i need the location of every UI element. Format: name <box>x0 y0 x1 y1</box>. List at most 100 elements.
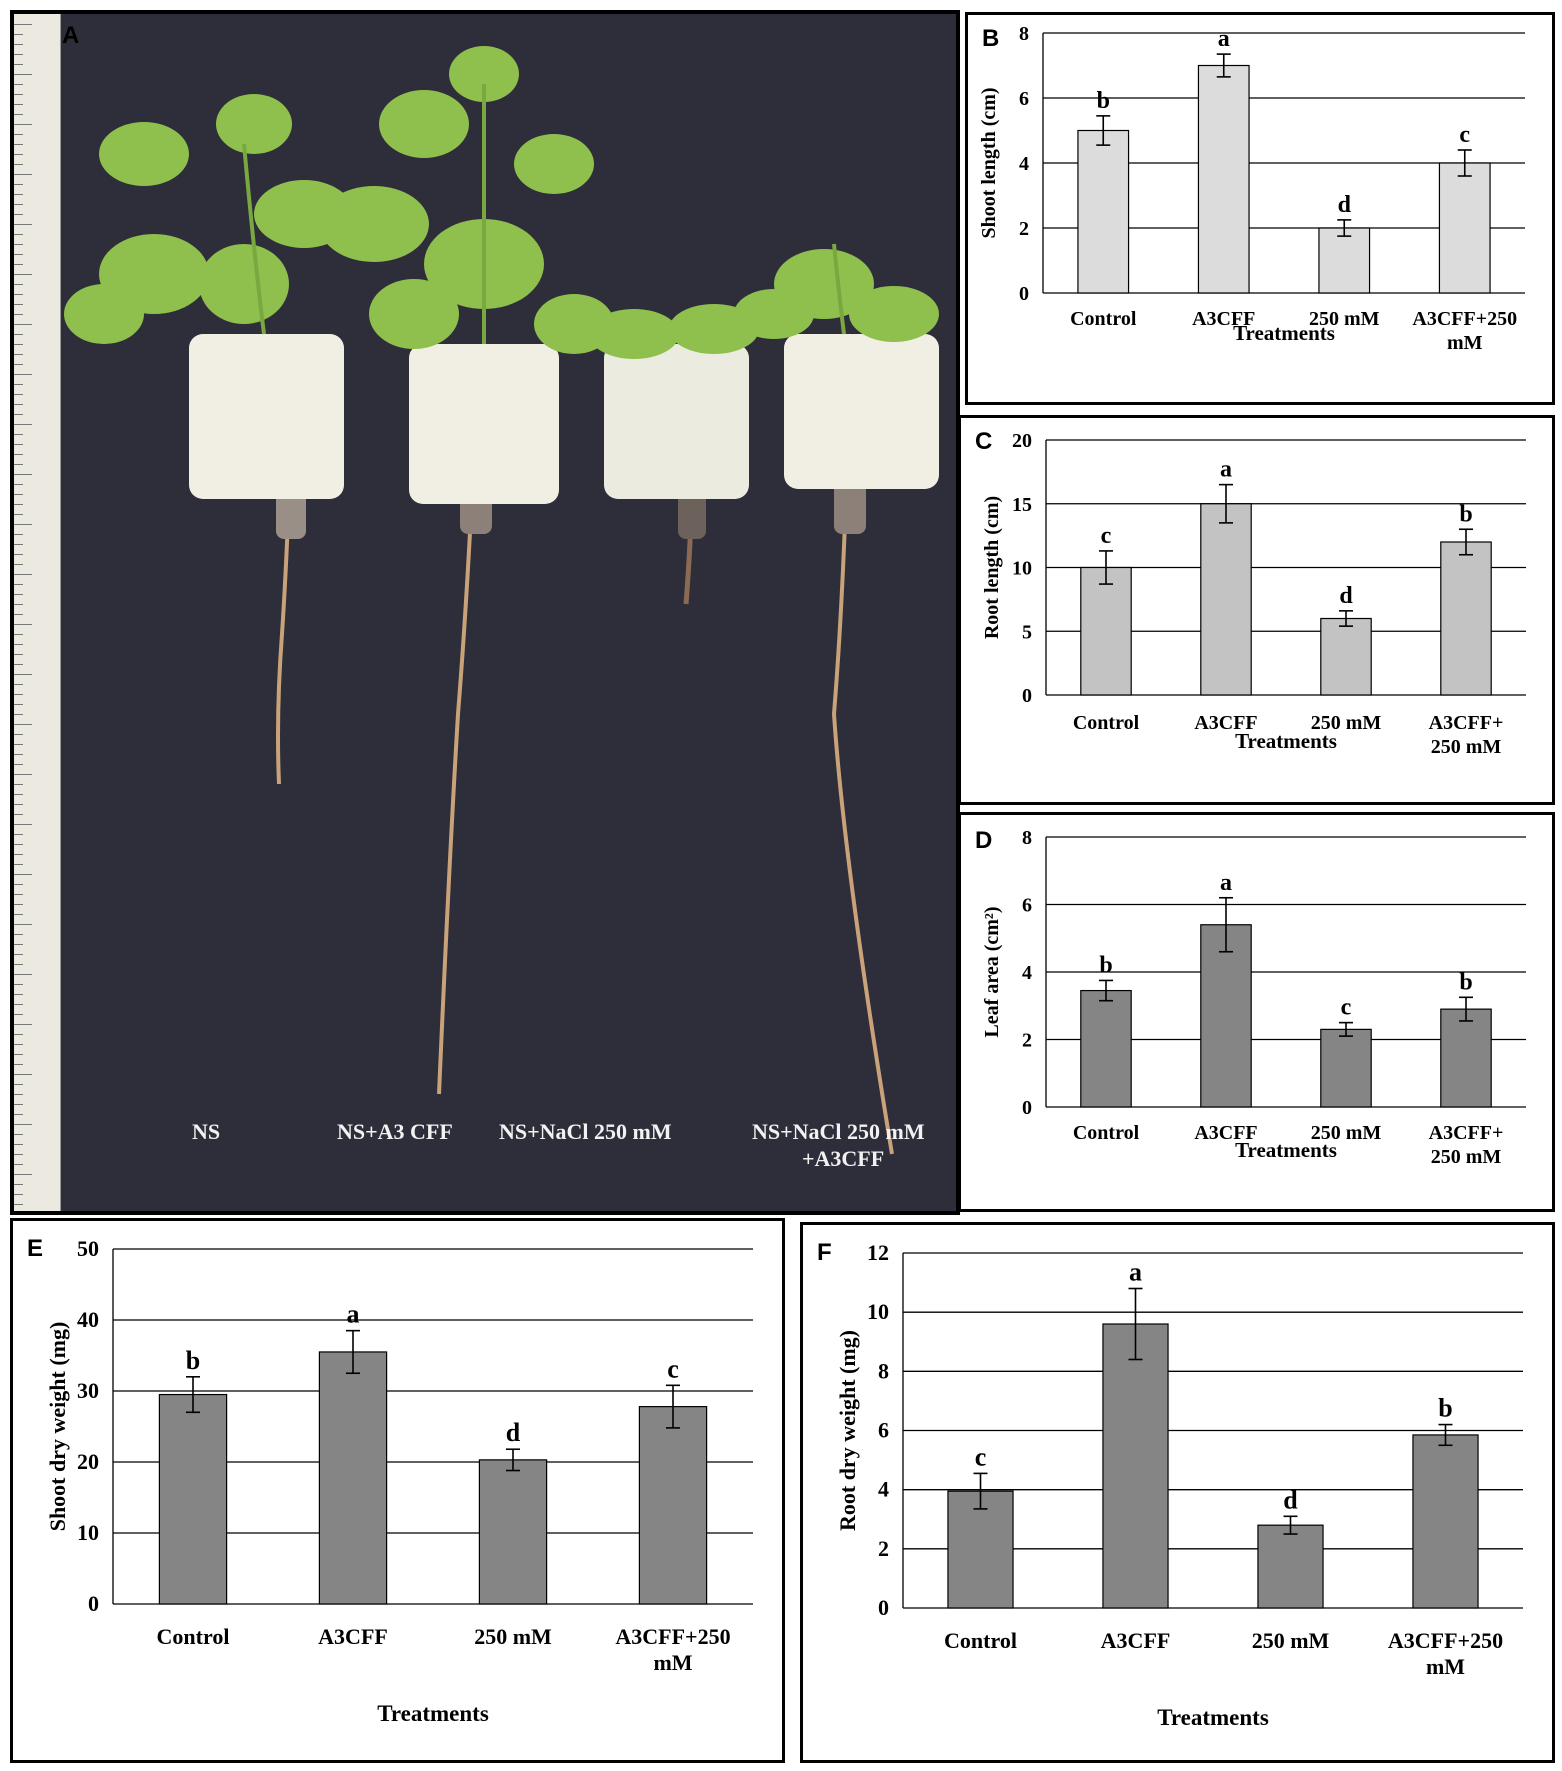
ruler-tick <box>14 1044 23 1045</box>
ruler-tick <box>14 244 23 245</box>
y-axis-label: Shoot length (cm) <box>978 87 1000 238</box>
chart-panel-d: D 0 2 4 6 8 b Control a A3CFF c 250 mM b A3CFF+ 250 m… <box>958 812 1555 1212</box>
ruler-tick <box>14 294 23 295</box>
x-tick-label: A3CFF <box>1101 1628 1171 1653</box>
significance-letter: c <box>975 1442 987 1471</box>
ruler-tick <box>14 1024 32 1025</box>
ruler-tick <box>14 174 32 175</box>
ruler-tick <box>14 64 23 65</box>
ruler-tick <box>14 374 32 375</box>
y-tick-label: 6 <box>878 1418 889 1443</box>
x-axis-label: Treatments <box>1235 1138 1337 1162</box>
significance-letter: d <box>506 1418 521 1447</box>
ruler-tick <box>14 144 23 145</box>
y-tick-label: 8 <box>878 1358 889 1383</box>
ruler-tick <box>14 1214 23 1215</box>
y-tick-label: 0 <box>878 1595 889 1620</box>
ruler-tick <box>14 614 23 615</box>
significance-letter: c <box>667 1354 679 1383</box>
ruler-tick <box>14 664 23 665</box>
ruler-tick <box>14 834 23 835</box>
x-tick-label: 250 mM <box>1309 308 1380 330</box>
ruler-tick <box>14 214 23 215</box>
y-axis-label: Root dry weight (mg) <box>835 1330 860 1531</box>
ruler-tick <box>14 84 23 85</box>
ruler-tick <box>14 154 23 155</box>
y-tick-label: 0 <box>1022 1097 1032 1119</box>
chart-panel-e: E 0 10 20 30 40 50 b Control a A3CFF d 250 mM c A3CFF… <box>10 1218 785 1763</box>
bar <box>1102 1323 1169 1609</box>
panel-label-e: E <box>27 1235 44 1262</box>
ruler-tick <box>14 824 32 825</box>
ruler-tick <box>14 1204 23 1205</box>
ruler-tick <box>14 974 32 975</box>
ruler-tick <box>14 774 32 775</box>
ruler-tick <box>14 964 23 965</box>
ruler-tick <box>14 34 23 35</box>
ruler-tick <box>14 854 23 855</box>
y-tick-label: 15 <box>1012 494 1032 516</box>
ruler-tick <box>14 74 32 75</box>
significance-letter: a <box>1218 26 1230 52</box>
ruler-tick <box>14 794 23 795</box>
ruler-tick <box>14 754 23 755</box>
photo-label-ns-nacl-a3cff-line2: +A3CFF <box>802 1146 885 1171</box>
bar <box>1440 541 1492 696</box>
significance-letter: b <box>186 1346 200 1375</box>
significance-letter: a <box>1129 1258 1142 1287</box>
significance-letter: b <box>1459 969 1472 995</box>
leaf-area-chart: 0 2 4 6 8 b Control a A3CFF c 250 mM b A3CFF+ 250 mM T… <box>981 827 1526 1168</box>
ruler-tick <box>14 44 23 45</box>
ruler-tick <box>14 1154 23 1155</box>
ruler-tick <box>14 1194 23 1195</box>
ruler-tick <box>14 424 32 425</box>
ruler-tick <box>14 564 23 565</box>
ruler-tick <box>14 254 23 255</box>
ruler-tick <box>14 204 23 205</box>
x-tick-label: Control <box>1073 1122 1140 1144</box>
ruler-tick <box>14 904 23 905</box>
ruler-tick <box>14 714 23 715</box>
ruler-tick <box>14 594 23 595</box>
ruler-tick <box>14 914 23 915</box>
y-tick-label: 5 <box>1022 621 1032 643</box>
ruler-tick <box>14 444 23 445</box>
chart-panel-c: C 0 5 10 15 20 c Control a A3CFF d 250 mM b A3CFF+ 25… <box>958 415 1555 805</box>
x-tick-label: Control <box>157 1624 230 1649</box>
x-axis-label: Treatments <box>1233 321 1335 345</box>
panel-label-c: C <box>975 428 993 455</box>
bar <box>1320 617 1372 696</box>
ruler-tick <box>14 634 23 635</box>
y-tick-label: 4 <box>1019 153 1029 175</box>
ruler-tick <box>14 1144 23 1145</box>
ruler <box>14 14 61 1211</box>
bar <box>1318 227 1371 294</box>
ruler-tick <box>14 624 32 625</box>
ruler-tick <box>14 744 23 745</box>
ruler-tick <box>14 494 23 495</box>
significance-letter: b <box>1459 501 1472 527</box>
ruler-tick <box>14 924 32 925</box>
ruler-tick <box>14 894 23 895</box>
y-tick-label: 40 <box>77 1307 99 1332</box>
ruler-tick <box>14 434 23 435</box>
ruler-tick <box>14 234 23 235</box>
ruler-tick <box>14 994 23 995</box>
bar <box>1080 566 1132 696</box>
y-tick-label: 30 <box>77 1378 99 1403</box>
ruler-tick <box>14 704 23 705</box>
panel-label-d: D <box>975 827 993 854</box>
ruler-tick <box>14 574 32 575</box>
significance-letter: d <box>1339 583 1353 609</box>
photo-label-ns-nacl-a3cff-line1: NS+NaCl 250 mM <box>752 1119 925 1144</box>
y-axis-label: Leaf area (cm²) <box>981 906 1003 1037</box>
ruler-tick <box>14 474 32 475</box>
ruler-tick <box>14 464 23 465</box>
x-axis-label: Treatments <box>377 1701 489 1726</box>
ruler-tick <box>14 1184 23 1185</box>
ruler-tick <box>14 1124 32 1125</box>
ruler-tick <box>14 724 32 725</box>
y-tick-label: 0 <box>1022 685 1032 707</box>
y-tick-label: 20 <box>77 1449 99 1474</box>
y-tick-label: 6 <box>1022 895 1032 917</box>
